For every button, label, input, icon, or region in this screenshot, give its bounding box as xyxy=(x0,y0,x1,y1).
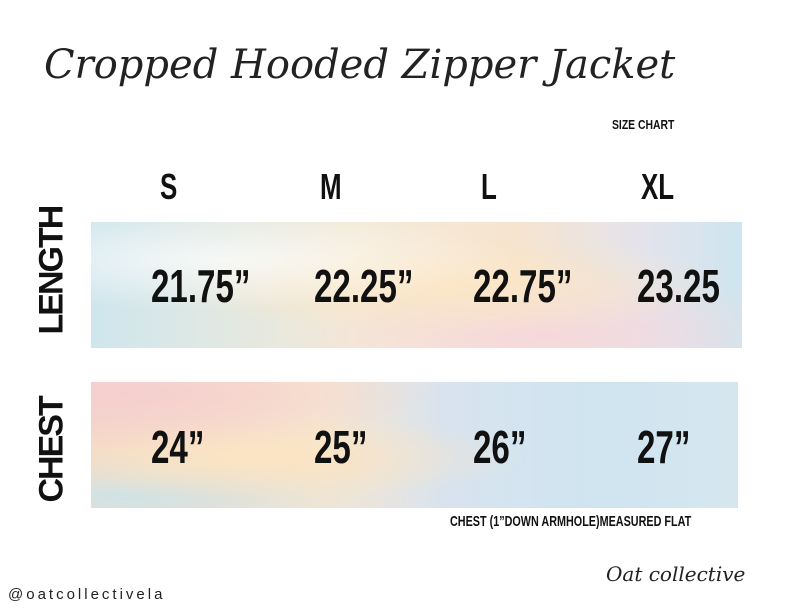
row-label-length: LENGTH xyxy=(32,206,71,335)
length-value-xl: 23.25 xyxy=(637,260,720,312)
size-chart-subtitle: SIZE CHART xyxy=(612,117,675,132)
size-header-m: M xyxy=(320,166,342,207)
length-value-l: 22.75” xyxy=(473,260,573,312)
chest-value-m: 25” xyxy=(314,421,368,473)
size-header-s: S xyxy=(160,166,178,207)
chest-value-l: 26” xyxy=(473,421,527,473)
chest-row-band xyxy=(91,382,738,508)
length-value-m: 22.25” xyxy=(314,260,414,312)
measurement-note: CHEST (1”DOWN ARMHOLE)MEASURED FLAT xyxy=(450,513,692,530)
length-row-band xyxy=(91,222,742,348)
product-title: Cropped Hooded Zipper Jacket xyxy=(44,42,676,88)
chest-value-xl: 27” xyxy=(637,421,691,473)
social-handle: @oatcollectivela xyxy=(8,586,166,603)
size-header-l: L xyxy=(481,166,497,207)
chest-value-s: 24” xyxy=(151,421,205,473)
brand-logo: Oat collective xyxy=(606,562,746,586)
row-label-chest: CHEST xyxy=(32,397,71,503)
size-header-xl: XL xyxy=(641,166,675,207)
length-value-s: 21.75” xyxy=(151,260,251,312)
